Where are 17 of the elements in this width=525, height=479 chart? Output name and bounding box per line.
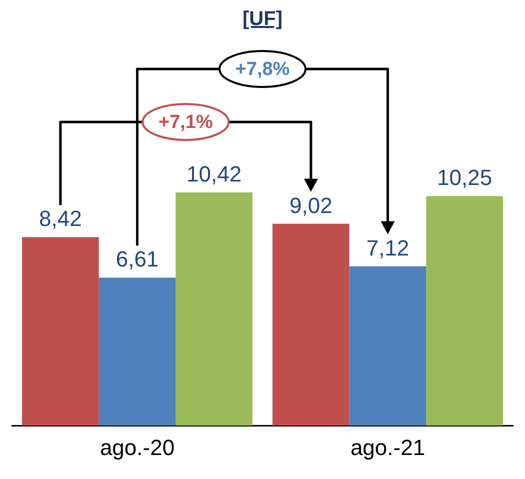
data-label: 10,42 [186,161,242,186]
bar [426,196,503,426]
x-tick-label: ago.-21 [350,434,426,460]
bar [176,192,252,426]
bar [22,237,99,426]
x-tick-label: ago.-20 [100,434,175,460]
chart-title: [UF] [242,8,284,32]
data-label: 9,02 [290,192,332,218]
text: +7,1% [158,112,213,134]
text: +7,8% [235,59,290,80]
data-label: 6,61 [116,246,159,272]
data-label: 10,25 [437,165,492,190]
bar [272,224,350,426]
data-label: 7,12 [366,235,410,260]
data-label: 8,42 [39,206,82,232]
bar [98,278,176,426]
bar [349,266,426,426]
